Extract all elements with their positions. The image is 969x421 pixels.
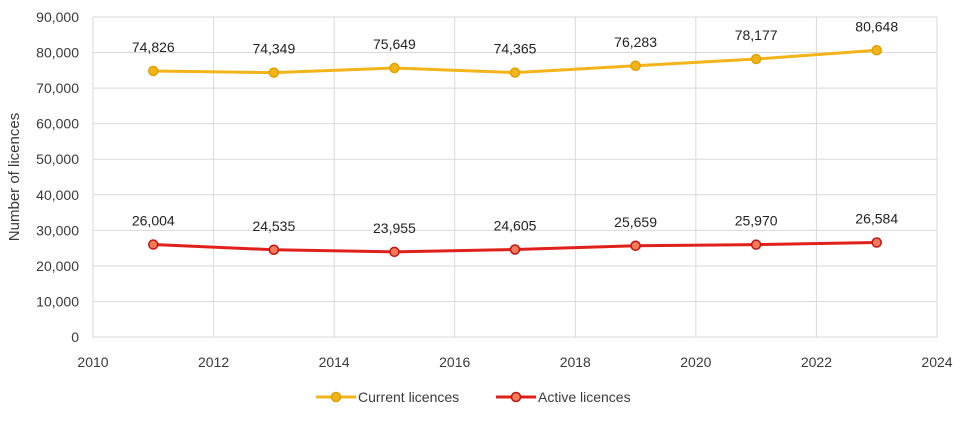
data-point — [268, 244, 280, 256]
legend-label: Active licences — [538, 389, 631, 405]
y-tick-label: 20,000 — [36, 258, 79, 274]
y-tick-label: 40,000 — [36, 187, 79, 203]
data-point — [750, 53, 762, 65]
data-point — [389, 246, 400, 258]
y-axis-ticks: 0 10,000 20,000 30,000 40,000 50,000 60,000 70,… — [36, 9, 79, 345]
data-label: 74,826 — [132, 39, 175, 55]
data-label: 74,365 — [494, 41, 537, 57]
y-tick-label: 0 — [71, 329, 79, 345]
data-label: 25,659 — [614, 214, 657, 230]
data-label: 23,955 — [373, 220, 416, 236]
data-point — [750, 239, 762, 250]
x-tick-label: 2010 — [77, 354, 108, 370]
data-label: 26,584 — [855, 210, 898, 226]
legend-swatch-marker — [330, 391, 342, 403]
plot-area — [92, 16, 938, 338]
y-axis-title: Number of licences — [6, 113, 23, 241]
data-point — [148, 239, 159, 250]
x-tick-label: 2018 — [560, 354, 591, 370]
series — [148, 45, 882, 258]
data-point — [871, 237, 882, 248]
gridlines — [92, 16, 938, 338]
data-label: 74,349 — [252, 41, 295, 57]
y-tick-label: 70,000 — [36, 80, 79, 96]
data-label: 25,970 — [735, 213, 778, 229]
y-tick-label: 10,000 — [36, 293, 79, 309]
x-tick-label: 2024 — [921, 354, 952, 370]
y-tick-label: 30,000 — [36, 222, 79, 238]
data-point — [509, 244, 521, 255]
y-tick-label: 60,000 — [36, 116, 79, 132]
x-tick-label: 2014 — [319, 354, 350, 370]
data-label: 75,649 — [373, 36, 416, 52]
data-label: 80,648 — [855, 18, 898, 34]
data-label: 24,535 — [252, 218, 295, 234]
y-tick-label: 90,000 — [36, 9, 79, 25]
x-axis-ticks: 2010 2012 2014 2016 2018 2020 2022 2024 — [77, 354, 952, 370]
y-tick-label: 80,000 — [36, 45, 79, 61]
data-label: 76,283 — [614, 34, 657, 50]
legend: Current licences Active licences — [316, 389, 631, 405]
x-tick-label: 2012 — [198, 354, 229, 370]
data-labels: 74,826 74,349 75,649 74,365 76,283 78,177 80,6… — [132, 18, 898, 236]
data-label: 26,004 — [132, 213, 175, 229]
x-tick-label: 2016 — [439, 354, 470, 370]
data-point — [871, 45, 882, 56]
legend-label: Current licences — [358, 389, 459, 405]
data-point — [630, 240, 641, 252]
legend-swatch-marker — [510, 391, 522, 403]
data-point — [509, 67, 521, 78]
y-tick-label: 50,000 — [36, 151, 79, 167]
data-label: 78,177 — [735, 27, 778, 43]
x-tick-label: 2020 — [680, 354, 711, 370]
data-label: 24,605 — [494, 218, 537, 234]
data-point — [268, 67, 280, 78]
x-tick-label: 2022 — [801, 354, 832, 370]
data-point — [148, 65, 159, 77]
data-point — [630, 60, 641, 72]
data-point — [389, 62, 400, 74]
